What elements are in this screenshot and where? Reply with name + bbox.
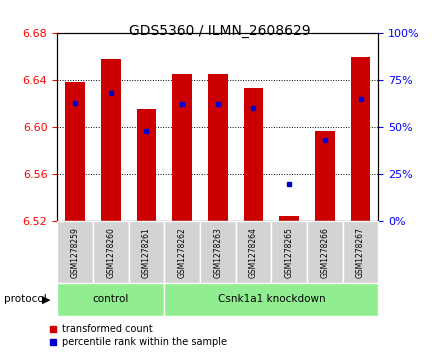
Bar — [65, 82, 85, 221]
Bar — [128, 221, 164, 283]
Bar — [164, 221, 200, 283]
Text: GSM1278263: GSM1278263 — [213, 227, 222, 278]
Text: protocol: protocol — [4, 294, 47, 305]
Text: Csnk1a1 knockdown: Csnk1a1 knockdown — [217, 294, 325, 305]
Text: GSM1278266: GSM1278266 — [320, 227, 330, 278]
Bar — [57, 283, 164, 316]
Text: ▶: ▶ — [42, 294, 51, 305]
Text: GSM1278267: GSM1278267 — [356, 227, 365, 278]
Bar — [208, 74, 227, 221]
Text: GSM1278259: GSM1278259 — [70, 227, 80, 278]
Bar — [271, 221, 307, 283]
Bar — [351, 57, 370, 221]
Bar — [101, 59, 121, 221]
Bar — [200, 221, 236, 283]
Text: GSM1278261: GSM1278261 — [142, 227, 151, 278]
Text: GSM1278265: GSM1278265 — [285, 227, 293, 278]
Bar — [244, 88, 263, 221]
Bar — [57, 221, 93, 283]
Bar — [343, 221, 378, 283]
Bar — [172, 74, 192, 221]
Text: GSM1278264: GSM1278264 — [249, 227, 258, 278]
Bar — [279, 216, 299, 221]
Bar — [307, 221, 343, 283]
Text: GSM1278262: GSM1278262 — [178, 227, 187, 278]
Bar — [93, 221, 128, 283]
Bar — [236, 221, 271, 283]
Bar — [315, 131, 335, 221]
Bar — [164, 283, 378, 316]
Legend: transformed count, percentile rank within the sample: transformed count, percentile rank withi… — [49, 324, 227, 347]
Bar — [136, 109, 156, 221]
Text: GSM1278260: GSM1278260 — [106, 227, 115, 278]
Text: GDS5360 / ILMN_2608629: GDS5360 / ILMN_2608629 — [129, 24, 311, 38]
Text: control: control — [92, 294, 129, 305]
